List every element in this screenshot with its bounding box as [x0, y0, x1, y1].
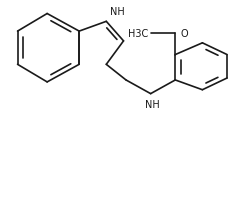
Text: H3C: H3C: [128, 29, 148, 39]
Text: O: O: [180, 29, 188, 39]
Text: NH: NH: [110, 7, 125, 17]
Text: NH: NH: [145, 99, 160, 109]
